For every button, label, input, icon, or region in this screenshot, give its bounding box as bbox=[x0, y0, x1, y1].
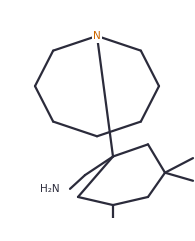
Text: N: N bbox=[93, 31, 101, 41]
Text: H₂N: H₂N bbox=[40, 184, 60, 194]
